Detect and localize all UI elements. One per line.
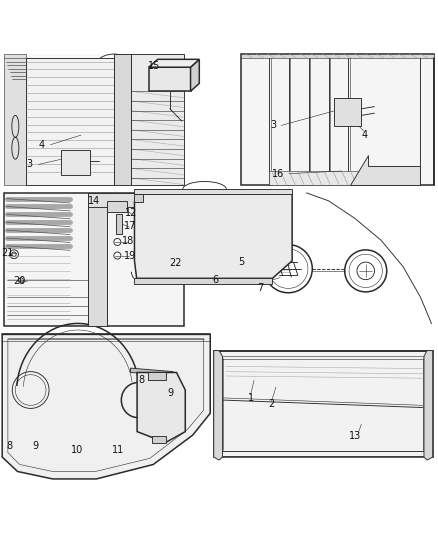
Text: 13: 13 [349,431,361,441]
Text: 17: 17 [124,221,137,231]
Polygon shape [131,368,173,375]
Polygon shape [149,59,199,67]
Polygon shape [334,98,361,126]
Polygon shape [134,189,292,194]
Text: 22: 22 [169,258,181,268]
Text: 20: 20 [14,276,26,286]
Polygon shape [191,59,199,91]
Text: 1: 1 [247,393,254,403]
Polygon shape [152,436,166,442]
Polygon shape [4,54,184,185]
Polygon shape [148,373,166,381]
Polygon shape [424,351,433,460]
Polygon shape [131,54,184,185]
Text: 14: 14 [88,196,100,206]
Polygon shape [2,334,210,479]
Polygon shape [134,194,143,201]
Polygon shape [107,201,127,212]
Polygon shape [4,193,184,326]
Text: 21: 21 [1,248,13,259]
Polygon shape [88,193,158,207]
Text: 8: 8 [7,441,13,451]
Polygon shape [350,155,420,185]
Polygon shape [269,171,420,185]
Text: 9: 9 [167,387,173,398]
Text: 8: 8 [138,375,144,385]
Text: 15: 15 [148,61,160,71]
Text: 2: 2 [268,399,275,409]
Text: 5: 5 [238,257,244,266]
Polygon shape [26,59,114,185]
Text: 4: 4 [361,130,367,140]
Text: 11: 11 [112,445,124,455]
Polygon shape [116,214,122,233]
Text: 9: 9 [33,441,39,451]
Text: 7: 7 [258,282,264,293]
Text: 4: 4 [39,140,45,150]
Text: 12: 12 [125,208,138,218]
Polygon shape [61,150,90,174]
Polygon shape [149,67,191,91]
Text: 19: 19 [124,251,137,261]
Polygon shape [114,54,131,185]
Text: 18: 18 [122,236,134,246]
Text: 16: 16 [272,168,284,179]
Text: 3: 3 [27,159,33,169]
Polygon shape [134,278,272,284]
Polygon shape [88,193,107,326]
Text: 3: 3 [271,120,277,131]
Polygon shape [137,373,185,442]
Text: 10: 10 [71,445,83,455]
Polygon shape [4,54,26,185]
Polygon shape [134,194,292,278]
Text: 6: 6 [212,274,219,285]
Polygon shape [214,351,223,460]
Polygon shape [241,54,434,59]
Polygon shape [214,351,433,457]
Polygon shape [241,54,434,185]
